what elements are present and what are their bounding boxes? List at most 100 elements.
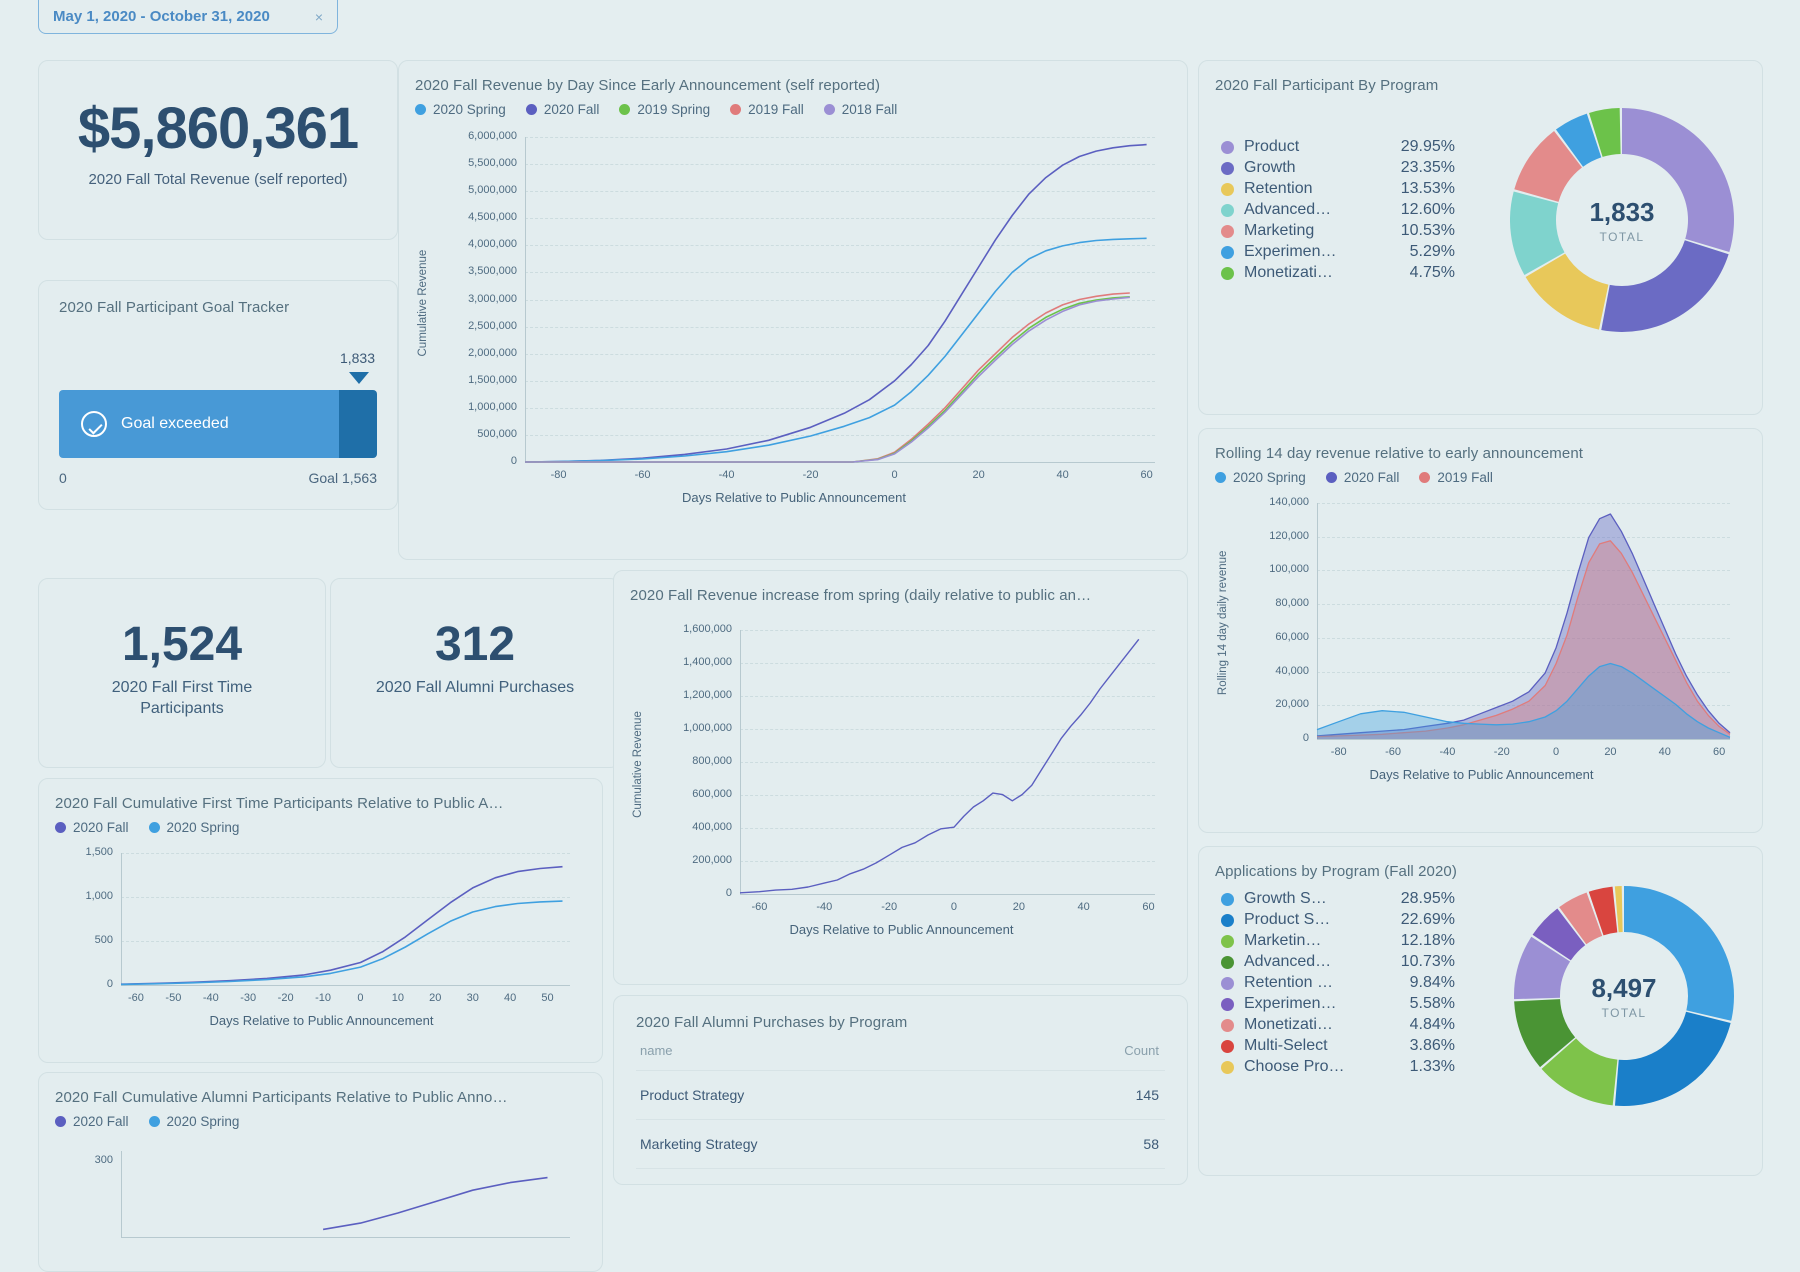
y-axis xyxy=(525,137,526,462)
plot-area: Rolling 14 day daily revenue 0 20,000 40,00… xyxy=(1215,495,1748,795)
legend-swatch-icon xyxy=(1221,1039,1234,1053)
column-header-count[interactable]: Count xyxy=(1022,1031,1165,1071)
y-tick-label: 40,000 xyxy=(1275,664,1309,677)
legend-item[interactable]: 2020 Spring xyxy=(1215,470,1306,485)
donut-slice[interactable] xyxy=(1510,191,1565,276)
x-tick-label: -40 xyxy=(718,469,735,481)
legend-percent: 4.75% xyxy=(1409,264,1455,281)
donut-slice[interactable] xyxy=(1614,886,1623,933)
legend-item[interactable]: 2019 Spring xyxy=(619,102,710,117)
legend-item[interactable]: Marketin… 12.18% xyxy=(1221,932,1455,950)
x-tick-label: -60 xyxy=(128,992,144,1004)
donut-slice[interactable] xyxy=(1588,886,1618,936)
legend-swatch-icon xyxy=(55,1116,66,1127)
legend-item[interactable]: Monetizati… 4.84% xyxy=(1221,1016,1455,1034)
donut-slice[interactable] xyxy=(1624,886,1734,1021)
legend-item[interactable]: Growth S… 28.95% xyxy=(1221,890,1455,908)
series-line xyxy=(739,638,1140,894)
gridline xyxy=(525,218,1155,220)
y-tick-label: 3,000,000 xyxy=(468,292,517,305)
legend-percent: 22.69% xyxy=(1400,911,1455,928)
y-tick-label: 2,500,000 xyxy=(468,319,517,332)
legend-item[interactable]: Growth 23.35% xyxy=(1221,159,1455,177)
legend-item[interactable]: Multi-Select 3.86% xyxy=(1221,1037,1455,1055)
donut-total-label: TOTAL xyxy=(1599,229,1645,244)
kpi-first-time-participants: 1,524 2020 Fall First Time Participants xyxy=(38,578,326,768)
y-tick-label: 400,000 xyxy=(692,821,732,833)
donut-slice[interactable] xyxy=(1555,113,1602,167)
donut-slice[interactable] xyxy=(1589,108,1621,157)
gridline xyxy=(1317,671,1730,673)
legend-percent: 23.35% xyxy=(1400,159,1455,176)
table-row[interactable]: Product Strategy 145 xyxy=(636,1070,1165,1120)
y-tick-label: 0 xyxy=(1302,732,1309,744)
plot-area: Cumulative Revenue 0 500,000 1,000,000 1,500… xyxy=(415,129,1173,524)
chart-title: 2020 Fall Revenue increase from spring (… xyxy=(630,587,1092,604)
legend-label: 2019 Fall xyxy=(748,102,804,117)
legend-label: Marketin… xyxy=(1244,932,1322,949)
donut-slice[interactable] xyxy=(1514,999,1576,1068)
legend-percent: 29.95% xyxy=(1400,138,1455,155)
legend-label: 2020 Fall xyxy=(543,102,600,117)
legend-item[interactable]: 2020 Fall xyxy=(55,1114,129,1129)
legend-label: Advanced… xyxy=(1244,201,1332,218)
series-line xyxy=(524,143,1147,463)
gridline xyxy=(525,191,1155,193)
legend-item[interactable]: Choose Pro… 1.33% xyxy=(1221,1058,1455,1076)
series-svg xyxy=(524,143,1147,463)
legend-item[interactable]: 2020 Spring xyxy=(148,820,239,835)
x-tick-label: 10 xyxy=(391,992,404,1004)
legend-item[interactable]: Product 29.95% xyxy=(1221,138,1455,156)
y-tick-label: 120,000 xyxy=(1269,529,1309,542)
donut-slice[interactable] xyxy=(1601,240,1729,332)
legend-label: Retention xyxy=(1244,180,1313,197)
chart-legend: 2020 Spring 2020 Fall 2019 Fall xyxy=(1215,470,1746,485)
gridline xyxy=(1317,536,1730,538)
donut-slice[interactable] xyxy=(1614,1011,1731,1106)
date-range-filter[interactable]: Date range: May 1, 2020 - October 31, 20… xyxy=(38,0,338,34)
legend-item[interactable]: 2019 Fall xyxy=(730,102,804,117)
series-line xyxy=(120,865,563,985)
donut-slice[interactable] xyxy=(1525,253,1609,330)
legend-item[interactable]: 2018 Fall xyxy=(823,102,897,117)
donut-slice[interactable] xyxy=(1532,908,1586,961)
y-tick-label: 0 xyxy=(510,455,517,467)
donut-slice[interactable] xyxy=(1514,130,1582,202)
column-header-name[interactable]: name xyxy=(636,1031,1023,1071)
y-tick-label: 80,000 xyxy=(1275,597,1309,610)
legend-label: 2019 Fall xyxy=(1437,470,1493,485)
series-svg xyxy=(120,865,563,986)
legend-item[interactable]: Experimen… 5.58% xyxy=(1221,995,1455,1013)
data-table: name Count Product Strategy 145 Marketing St… xyxy=(636,1031,1165,1169)
legend-item[interactable]: Advanced… 12.60% xyxy=(1221,201,1455,219)
gridline xyxy=(525,434,1155,436)
x-tick-label: 30 xyxy=(466,992,479,1004)
legend-item[interactable]: Retention 13.53% xyxy=(1221,180,1455,198)
legend-item[interactable]: Experimen… 5.29% xyxy=(1221,243,1455,261)
donut-slice[interactable] xyxy=(1622,108,1734,253)
legend-item[interactable]: 2020 Fall xyxy=(55,820,129,835)
y-tick-label: 5,000,000 xyxy=(468,184,517,197)
legend-item[interactable]: Monetizati… 4.75% xyxy=(1221,264,1455,282)
legend-label: 2020 Spring xyxy=(1233,470,1306,485)
x-tick-label: -80 xyxy=(550,469,567,481)
donut-slice[interactable] xyxy=(1541,1038,1618,1106)
donut-slice[interactable] xyxy=(1514,936,1571,1000)
legend-swatch-icon xyxy=(1221,203,1234,217)
y-tick-label: 140,000 xyxy=(1269,496,1309,508)
legend-item[interactable]: 2020 Spring xyxy=(415,102,506,117)
donut-slice[interactable] xyxy=(1559,892,1603,945)
close-icon[interactable]: × xyxy=(314,9,323,25)
legend-item[interactable]: Product S… 22.69% xyxy=(1221,911,1455,929)
legend-item[interactable]: Marketing 10.53% xyxy=(1221,222,1455,240)
legend-label: Advanced… xyxy=(1244,953,1332,970)
legend-item[interactable]: 2020 Fall xyxy=(525,102,600,117)
legend-item[interactable]: Retention … 9.84% xyxy=(1221,974,1455,992)
legend-item[interactable]: 2020 Fall xyxy=(1325,470,1399,485)
x-tick-label: -20 xyxy=(277,992,294,1004)
legend-percent: 12.60% xyxy=(1400,201,1455,218)
table-row[interactable]: Marketing Strategy 58 xyxy=(636,1119,1165,1169)
legend-item[interactable]: 2019 Fall xyxy=(1419,470,1493,485)
legend-item[interactable]: 2020 Spring xyxy=(148,1114,239,1129)
legend-item[interactable]: Advanced… 10.73% xyxy=(1221,953,1455,971)
